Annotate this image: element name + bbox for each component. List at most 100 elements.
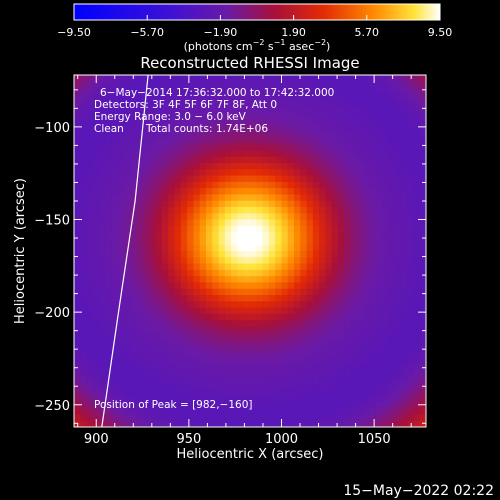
heatmap-cell: [294, 288, 301, 296]
heatmap-cell: [356, 175, 364, 183]
heatmap-cell: [262, 150, 270, 158]
heatmap-cell: [92, 357, 100, 365]
heatmap-cell: [174, 150, 182, 158]
heatmap-cell: [162, 263, 169, 271]
heatmap-cell: [419, 75, 426, 82]
heatmap-cell: [199, 144, 207, 152]
heatmap-cell: [92, 339, 100, 346]
heatmap-cell: [338, 420, 345, 427]
heatmap-cell: [256, 401, 264, 409]
heatmap-cell: [143, 106, 151, 114]
heatmap-cell: [275, 364, 283, 372]
heatmap-cell: [206, 213, 213, 221]
heatmap-cell: [212, 276, 220, 284]
heatmap-cell: [187, 225, 195, 233]
heatmap-cell: [118, 106, 125, 114]
heatmap-cell: [268, 276, 276, 284]
heatmap-cell: [325, 75, 333, 82]
heatmap-cell: [105, 332, 113, 340]
heatmap-cell: [143, 345, 151, 353]
heatmap-cell: [149, 332, 157, 340]
heatmap-cell: [287, 81, 295, 89]
heatmap-cell: [80, 276, 88, 284]
heatmap-cell: [231, 112, 239, 120]
heatmap-cell: [375, 87, 383, 95]
heatmap-cell: [382, 225, 389, 233]
heatmap-cell: [294, 156, 301, 164]
heatmap-cell: [281, 288, 289, 296]
heatmap-cell: [407, 376, 415, 384]
heatmap-cell: [256, 414, 264, 422]
heatmap-cell: [118, 364, 125, 372]
heatmap-cell: [80, 269, 88, 277]
heatmap-cell: [344, 75, 352, 82]
heatmap-cell: [375, 282, 383, 290]
heatmap-cell: [294, 181, 301, 189]
heatmap-cell: [149, 163, 157, 170]
heatmap-cell: [187, 282, 195, 290]
heatmap-cell: [136, 75, 144, 82]
heatmap-cell: [319, 401, 327, 409]
heatmap-cell: [92, 150, 100, 158]
heatmap-cell: [363, 282, 371, 290]
heatmap-cell: [143, 188, 151, 196]
heatmap-cell: [199, 169, 207, 177]
heatmap-cell: [363, 244, 371, 252]
heatmap-cell: [407, 175, 415, 183]
heatmap-cell: [80, 106, 88, 114]
heatmap-cell: [180, 408, 188, 416]
heatmap-cell: [237, 383, 245, 390]
heatmap-cell: [375, 269, 383, 277]
heatmap-cell: [419, 320, 426, 328]
heatmap-cell: [350, 169, 358, 177]
heatmap-cell: [356, 420, 364, 427]
heatmap-cell: [275, 169, 283, 177]
heatmap-cell: [325, 263, 333, 271]
heatmap-cell: [168, 370, 176, 378]
heatmap-cell: [331, 345, 339, 353]
heatmap-cell: [319, 257, 327, 265]
y-tick-label: −200: [34, 306, 70, 321]
heatmap-cell: [92, 93, 100, 101]
heatmap-cell: [92, 389, 100, 397]
heatmap-cell: [350, 345, 358, 353]
heatmap-cell: [224, 395, 232, 403]
heatmap-cell: [300, 301, 308, 309]
heatmap-cell: [287, 213, 295, 221]
heatmap-cell: [294, 188, 301, 196]
heatmap-cell: [413, 213, 421, 221]
heatmap-cell: [294, 269, 301, 277]
heatmap-cell: [92, 194, 100, 202]
heatmap-cell: [199, 200, 207, 208]
heatmap-cell: [325, 257, 333, 265]
heatmap-cell: [143, 401, 151, 409]
heatmap-cell: [187, 257, 195, 265]
heatmap-cell: [237, 313, 245, 321]
heatmap-cell: [168, 389, 176, 397]
heatmap-cell: [174, 144, 182, 152]
heatmap-cell: [162, 194, 169, 202]
heatmap-cell: [187, 125, 195, 133]
heatmap-cell: [155, 131, 163, 139]
heatmap-cell: [344, 332, 352, 340]
heatmap-cell: [256, 144, 264, 152]
heatmap-cell: [281, 244, 289, 252]
heatmap-cell: [143, 112, 151, 120]
heatmap-cell: [419, 163, 426, 170]
heatmap-cell: [80, 131, 88, 139]
heatmap-cell: [124, 181, 132, 189]
heatmap-cell: [136, 207, 144, 214]
heatmap-cell: [193, 395, 201, 403]
heatmap-cell: [168, 106, 176, 114]
heatmap-cell: [287, 225, 295, 233]
heatmap-cell: [174, 163, 182, 170]
heatmap-cell: [256, 137, 264, 145]
heatmap-cell: [287, 313, 295, 321]
heatmap-cell: [262, 93, 270, 101]
heatmap-cell: [413, 244, 421, 252]
heatmap-cell: [268, 251, 276, 258]
heatmap-cell: [407, 219, 415, 227]
heatmap-cell: [331, 93, 339, 101]
heatmap-cell: [287, 119, 295, 126]
heatmap-cell: [256, 75, 264, 82]
